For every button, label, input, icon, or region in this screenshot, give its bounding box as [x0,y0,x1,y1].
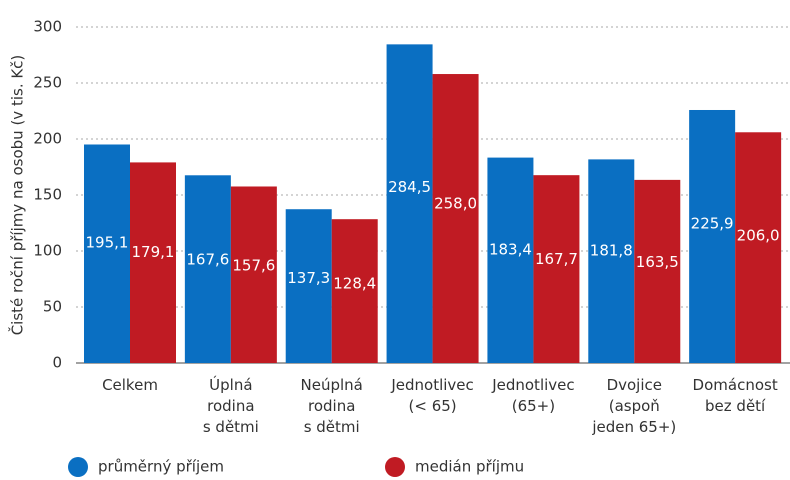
y-axis-label: Čisté roční příjmy na osobu (v tis. Kč) [8,55,27,336]
legend-marker [68,457,88,477]
bar [285,209,332,363]
value-label: 181,8 [590,242,633,260]
y-tick-label: 150 [33,186,62,204]
x-tick-label: Neúplná rodina s dětmi [301,376,363,436]
x-tick-label: Domácnost bez dětí [693,376,778,415]
value-label: 183,4 [489,241,532,259]
bar [184,175,231,363]
y-tick-label: 100 [33,242,62,260]
x-tick-label: Celkem [102,376,158,394]
value-label: 128,4 [333,274,376,292]
x-tick-label: Jednotlivec (< 65) [390,376,473,415]
x-tick-label: Dvojice (aspoň jeden 65+) [591,376,676,436]
y-tick-label: 200 [33,130,62,148]
value-label: 157,6 [232,256,275,274]
bar [588,159,635,363]
value-label: 137,3 [287,269,330,287]
legend-label: medián příjmu [415,458,524,476]
bar [84,144,130,363]
bar [331,219,378,363]
value-label: 284,5 [388,178,431,196]
bar [735,132,782,363]
value-label: 225,9 [691,214,734,232]
value-label: 163,5 [636,253,679,271]
bar [130,162,176,363]
bar [386,44,433,364]
value-label: 258,0 [434,195,477,213]
value-label: 179,1 [132,243,175,261]
bar [533,175,580,363]
bar [230,186,277,363]
x-tick-label: Jednotlivec (65+) [491,376,574,415]
legend-marker [385,457,405,477]
value-label: 167,6 [186,250,229,268]
value-label: 195,1 [86,233,129,251]
bar [487,157,534,363]
value-label: 206,0 [737,227,780,245]
y-tick-label: 300 [33,18,62,36]
y-tick-label: 0 [52,354,62,372]
bar [432,74,479,363]
legend-label: průměrný příjem [98,458,224,476]
y-tick-label: 250 [33,74,62,92]
y-tick-label: 50 [43,298,62,316]
bar [634,179,681,363]
x-tick-label: Úplná rodina s dětmi [203,375,259,436]
value-label: 167,7 [535,250,578,268]
bar [689,109,736,363]
